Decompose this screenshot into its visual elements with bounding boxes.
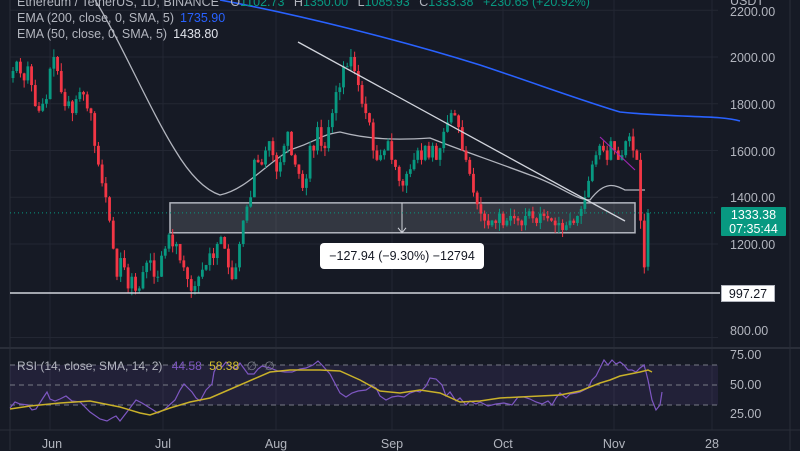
rsi-label-75: 75.00 <box>730 348 762 362</box>
rsi-band <box>10 364 718 406</box>
time-label-28: 28 <box>705 437 719 451</box>
trendlines[interactable] <box>297 41 636 222</box>
close-label: C <box>419 0 429 9</box>
close-value: 1333.38 <box>428 0 474 9</box>
price-label-2000: 2000.00 <box>730 51 776 65</box>
price-label-800: 800.00 <box>730 324 769 338</box>
symbol-legend: Ethereum / TetherUS, 1D, BINANCE O1102.7… <box>17 0 590 9</box>
low-label: L <box>357 0 365 9</box>
rsi-sma-value: 58.38 <box>209 359 240 373</box>
time-label-oct: Oct <box>493 437 513 451</box>
rsi-lines <box>9 358 663 422</box>
rsi-label-25: 25.00 <box>730 407 762 421</box>
ema50-value: 1438.80 <box>173 27 219 41</box>
price-label-1600: 1600.00 <box>730 145 776 159</box>
current-price-tag: 1333.38 07:35:44 <box>721 207 786 236</box>
ema50-line <box>94 0 645 201</box>
symbol-line: Ethereum / TetherUS, 1D, BINANCE <box>17 0 219 9</box>
rsi-label: RSI (14, close, SMA, 14, 2) <box>17 359 163 373</box>
ema200-line <box>219 0 741 122</box>
candlesticks <box>10 49 718 298</box>
bar-countdown: 07:35:44 <box>729 222 778 236</box>
price-label-1200: 1200.00 <box>730 238 776 252</box>
currency-label: USDT <box>730 0 765 8</box>
rsi-legend[interactable]: RSI (14, close, SMA, 14, 2) 44.58 58.38 … <box>17 359 275 373</box>
price-label-1800: 1800.00 <box>730 98 776 112</box>
ema200-value: 1735.90 <box>180 11 226 25</box>
level-price-tag: 997.27 <box>721 285 775 302</box>
high-label: H <box>293 0 303 9</box>
time-label-nov: Nov <box>602 437 626 451</box>
change-value: +230.65 (+20.92%) <box>482 0 590 9</box>
time-label-sep: Sep <box>380 437 404 451</box>
na-icon: ∅ <box>246 359 257 373</box>
rsi-value: 44.58 <box>171 359 202 373</box>
price-label-1400: 1400.00 <box>730 191 776 205</box>
ema50-label: EMA (50, close, 0, SMA, 5) <box>17 27 168 41</box>
low-value: 1085.93 <box>364 0 410 9</box>
ema200-label: EMA (200, close, 0, SMA, 5) <box>17 11 175 25</box>
open-value: 1102.73 <box>240 0 285 9</box>
time-label-aug: Aug <box>264 437 288 451</box>
price-label-2200: 2200.00 <box>730 5 776 19</box>
time-label-jun: Jun <box>41 437 63 451</box>
current-price: 1333.38 <box>730 208 777 222</box>
measure-label[interactable]: −127.94 (−9.30%) −12794 <box>320 243 484 269</box>
time-label-jul: Jul <box>155 437 171 451</box>
na-icon: ∅ <box>264 359 275 373</box>
high-value: 1350.00 <box>302 0 349 9</box>
open-label: O <box>230 0 241 9</box>
ema50-legend[interactable]: EMA (50, close, 0, SMA, 5) 1438.80 <box>17 27 218 41</box>
rsi-label-50: 50.00 <box>730 378 762 392</box>
ema200-legend[interactable]: EMA (200, close, 0, SMA, 5) 1735.90 <box>17 11 225 25</box>
